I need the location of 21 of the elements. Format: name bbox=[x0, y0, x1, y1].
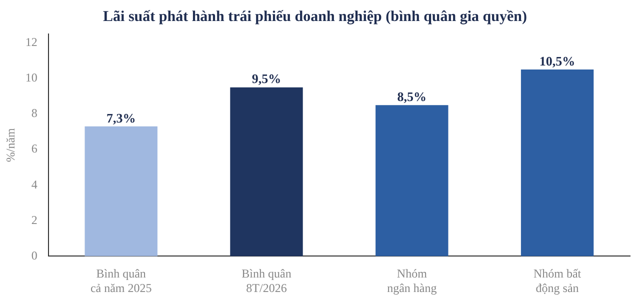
y-tick-label: 8 bbox=[31, 106, 38, 120]
y-tick-label: 4 bbox=[31, 177, 38, 192]
chart-title: Lãi suất phát hành trái phiếu doanh nghiệp (bình quân gia quyền) bbox=[103, 8, 527, 25]
bar bbox=[230, 87, 303, 256]
bar bbox=[520, 70, 594, 256]
y-axis-title: %/năm bbox=[3, 127, 18, 162]
data-label: 7,3% bbox=[106, 110, 136, 126]
y-tick-label: 2 bbox=[31, 212, 38, 227]
y-tick-label: 0 bbox=[31, 248, 38, 262]
data-label: 9,5% bbox=[252, 71, 282, 86]
x-tick-label: Bình quân cả năm 2025 bbox=[90, 266, 152, 295]
y-tick-label: 12 bbox=[25, 35, 38, 50]
x-tick-label: Bình quân 8T/2026 bbox=[242, 266, 292, 295]
bar bbox=[84, 126, 158, 256]
y-tick-label: 10 bbox=[25, 70, 38, 85]
x-tick-label: Nhóm ngân hàng bbox=[387, 266, 437, 295]
bar bbox=[376, 105, 448, 256]
y-tick-label: 6 bbox=[31, 142, 38, 156]
data-label: 8,5% bbox=[397, 88, 427, 104]
data-label: 10,5% bbox=[539, 53, 576, 68]
x-tick-label: Nhóm bất động sản bbox=[533, 266, 582, 295]
